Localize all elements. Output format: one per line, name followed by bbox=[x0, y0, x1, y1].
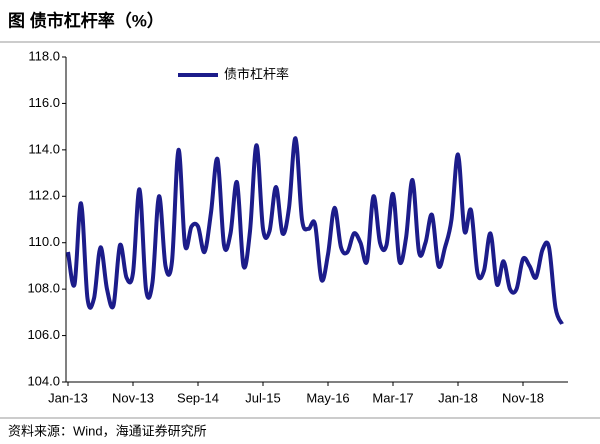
x-tick-label: Jul-15 bbox=[245, 390, 280, 405]
y-tick-label: 114.0 bbox=[28, 141, 60, 156]
y-tick-label: 106.0 bbox=[27, 327, 60, 342]
y-tick-label: 116.0 bbox=[28, 95, 60, 110]
x-tick-label: Jan-13 bbox=[48, 390, 88, 405]
chart-title: 图 债市杠杆率（%） bbox=[8, 10, 164, 30]
y-tick-label: 118.0 bbox=[28, 48, 60, 63]
x-tick-label: Jan-18 bbox=[438, 390, 478, 405]
y-tick-label: 112.0 bbox=[28, 188, 60, 203]
legend-label: 债市杠杆率 bbox=[224, 66, 289, 81]
y-tick-label: 104.0 bbox=[27, 373, 60, 388]
x-tick-label: Mar-17 bbox=[372, 390, 413, 405]
x-tick-label: Sep-14 bbox=[177, 390, 219, 405]
y-tick-label: 108.0 bbox=[27, 281, 60, 296]
data-line bbox=[66, 136, 564, 325]
source-note: 资料来源：Wind，海通证券研究所 bbox=[8, 423, 207, 438]
x-tick-label: Nov-13 bbox=[112, 390, 154, 405]
x-tick-label: Nov-18 bbox=[502, 390, 544, 405]
x-tick-label: May-16 bbox=[306, 390, 349, 405]
y-tick-label: 110.0 bbox=[28, 234, 60, 249]
